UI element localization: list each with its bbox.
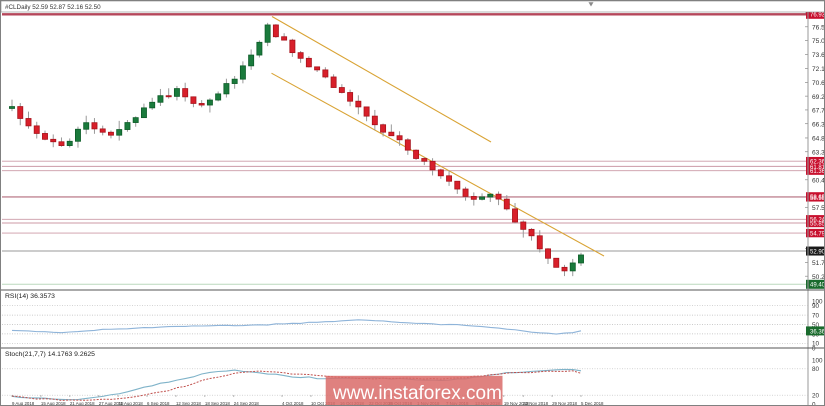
svg-text:55.85: 55.85 xyxy=(810,221,825,227)
svg-text:57.50: 57.50 xyxy=(812,205,825,212)
svg-text:52.90: 52.90 xyxy=(810,249,825,255)
svg-text:21 Aug 2018: 21 Aug 2018 xyxy=(70,401,95,406)
svg-text:20: 20 xyxy=(812,393,820,400)
svg-text:63.35: 63.35 xyxy=(812,149,825,156)
svg-text:64.80: 64.80 xyxy=(812,136,825,143)
svg-text:50.25: 50.25 xyxy=(812,274,825,281)
svg-text:9 Aug 2018: 9 Aug 2018 xyxy=(12,401,35,406)
svg-text:5 Dec 2018: 5 Dec 2018 xyxy=(581,401,604,406)
svg-text:70.65: 70.65 xyxy=(812,80,825,87)
svg-text:12 Sep 2018: 12 Sep 2018 xyxy=(176,401,201,406)
svg-text:61.36: 61.36 xyxy=(810,169,825,175)
svg-text:0: 0 xyxy=(812,401,816,406)
svg-text:0: 0 xyxy=(812,345,816,352)
svg-text:75.05: 75.05 xyxy=(812,38,825,45)
svg-text:80: 80 xyxy=(812,366,820,373)
svg-text:www.instaforex.com: www.instaforex.com xyxy=(332,383,502,404)
svg-text:70: 70 xyxy=(812,313,820,320)
svg-text:4 Oct 2018: 4 Oct 2018 xyxy=(282,401,304,406)
svg-text:100: 100 xyxy=(812,357,823,364)
svg-text:Stoch(21,7,7) 14.1763 9.2625: Stoch(21,7,7) 14.1763 9.2625 xyxy=(5,351,95,358)
svg-text:36.36: 36.36 xyxy=(810,329,825,335)
svg-text:60.40: 60.40 xyxy=(812,177,825,184)
svg-text:58.55: 58.55 xyxy=(810,196,825,202)
svg-text:51.70: 51.70 xyxy=(812,260,825,267)
svg-text:66.30: 66.30 xyxy=(812,121,825,128)
svg-text:69.20: 69.20 xyxy=(812,94,825,101)
svg-text:49.40: 49.40 xyxy=(810,283,825,289)
svg-text:29 Nov 2018: 29 Nov 2018 xyxy=(552,401,577,406)
svg-text:90: 90 xyxy=(812,303,820,310)
svg-text:#CLDaily 52.59 52.87 52.16 52: #CLDaily 52.59 52.87 52.16 52.50 xyxy=(5,4,101,11)
svg-text:54.79: 54.79 xyxy=(810,231,825,237)
svg-text:23 Nov 2018: 23 Nov 2018 xyxy=(523,401,548,406)
svg-text:6 Sep 2018: 6 Sep 2018 xyxy=(147,401,170,406)
svg-text:RSI(14) 36.3573: RSI(14) 36.3573 xyxy=(5,293,55,300)
svg-text:24 Sep 2018: 24 Sep 2018 xyxy=(234,401,259,406)
svg-text:72.10: 72.10 xyxy=(812,66,825,73)
svg-text:18 Sep 2018: 18 Sep 2018 xyxy=(205,401,230,406)
svg-text:31 Aug 2018: 31 Aug 2018 xyxy=(118,401,143,406)
svg-text:76.50: 76.50 xyxy=(812,24,825,31)
svg-text:15 Aug 2018: 15 Aug 2018 xyxy=(41,401,66,406)
svg-text:73.60: 73.60 xyxy=(812,52,825,59)
svg-text:67.75: 67.75 xyxy=(812,108,825,115)
svg-text:76.93: 76.93 xyxy=(810,13,825,19)
